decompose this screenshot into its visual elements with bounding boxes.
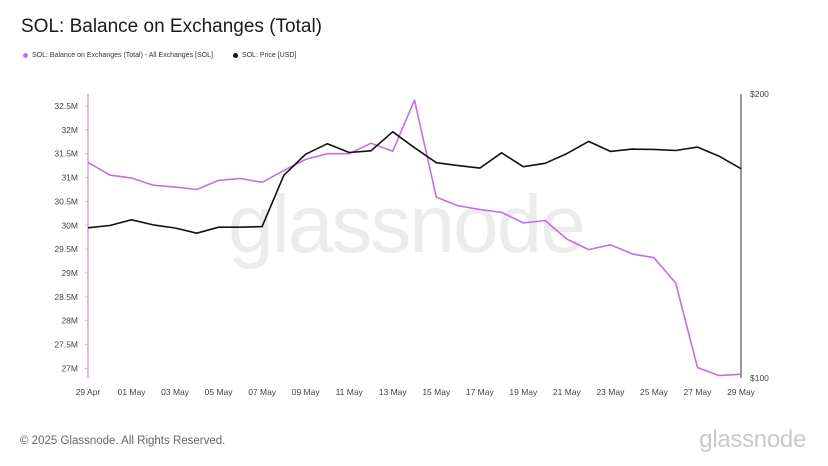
x-tick-label: 23 May: [596, 387, 625, 397]
x-tick-label: 09 May: [292, 387, 321, 397]
y-right-tick-label: $100: [750, 373, 769, 383]
x-tick-label: 29 May: [727, 387, 756, 397]
x-tick-label: 17 May: [466, 387, 495, 397]
x-tick-label: 01 May: [118, 387, 147, 397]
x-tick-label: 15 May: [422, 387, 451, 397]
y-left-tick-label: 32.5M: [54, 101, 78, 111]
x-tick-label: 11 May: [336, 387, 364, 397]
x-tick-label: 07 May: [248, 387, 277, 397]
y-left-tick-label: 30M: [61, 220, 78, 230]
chart-title: SOL: Balance on Exchanges (Total): [21, 16, 323, 37]
x-tick-label: 27 May: [684, 387, 713, 397]
brand-logo: glassnode: [699, 426, 806, 453]
copyright-text: © 2025 Glassnode. All Rights Reserved.: [20, 435, 226, 447]
watermark: glassnode: [228, 179, 586, 270]
x-tick-label: 03 May: [161, 387, 190, 397]
x-tick-label: 29 Apr: [76, 387, 101, 397]
y-left-tick-label: 29.5M: [54, 244, 78, 254]
x-tick-label: 13 May: [379, 387, 408, 397]
y-left-tick-label: 27.5M: [54, 340, 78, 350]
balance-series-line: [87, 99, 742, 377]
y-left-tick-label: 30.5M: [54, 196, 78, 206]
y-left-tick-label: 28M: [61, 316, 78, 326]
x-tick-label: 05 May: [205, 387, 234, 397]
legend-label-price: SOL: Price [USD]: [241, 52, 297, 59]
legend: SOL: Balance on Exchanges (Total) - All …: [23, 52, 316, 59]
legend-item-price[interactable]: SOL: Price [USD]: [232, 52, 297, 59]
y-right-tick-label: $200: [750, 89, 769, 99]
y-left-tick-label: 31M: [61, 173, 78, 183]
legend-label-balance: SOL: Balance on Exchanges (Total) - All …: [32, 52, 213, 59]
legend-item-balance[interactable]: SOL: Balance on Exchanges (Total) - All …: [23, 52, 213, 59]
x-tick-label: 19 May: [509, 387, 538, 397]
y-left-tick-label: 28.5M: [54, 292, 78, 302]
price-series-line: [87, 131, 742, 234]
legend-marker-price: [232, 53, 238, 58]
legend-marker-balance: [23, 53, 28, 58]
x-tick-label: 21 May: [553, 387, 582, 397]
y-left-tick-label: 31.5M: [54, 149, 78, 159]
y-left-tick-label: 29M: [61, 268, 78, 278]
x-tick-label: 25 May: [640, 387, 669, 397]
y-left-tick-label: 27M: [61, 363, 78, 373]
y-left-tick-label: 32M: [61, 125, 78, 135]
